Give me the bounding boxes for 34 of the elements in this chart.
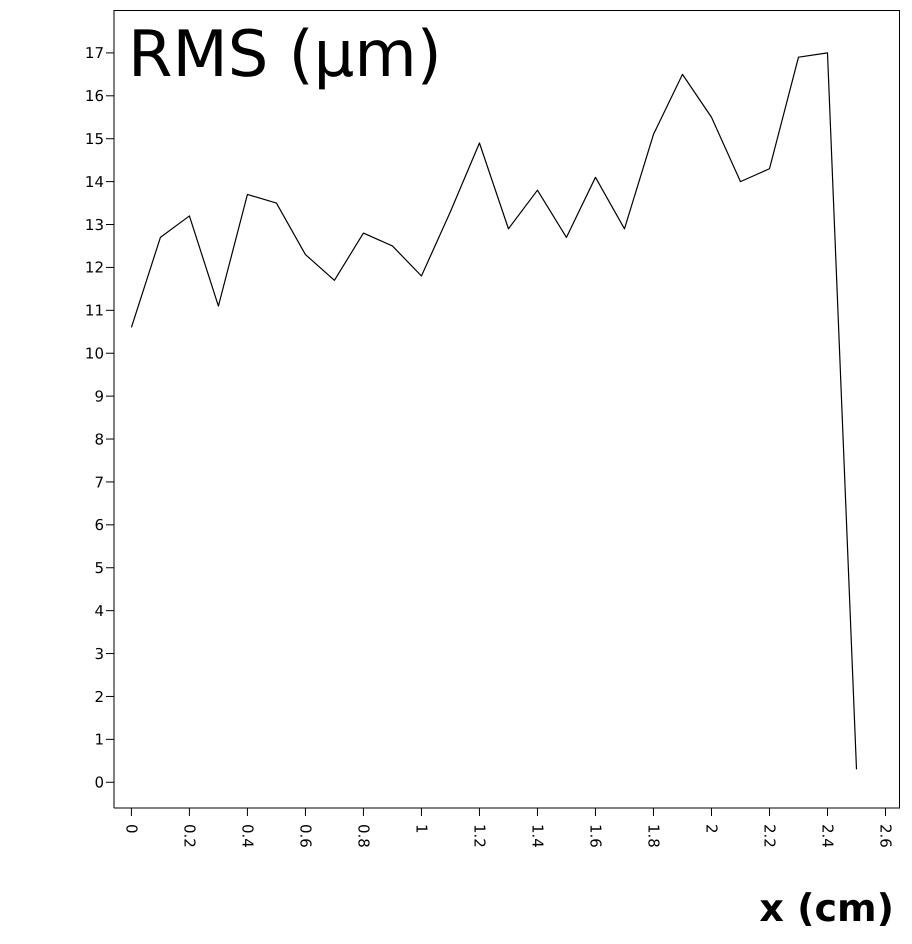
y-tick-label: 9 bbox=[94, 387, 104, 406]
x-tick-label: 1.6 bbox=[586, 824, 604, 848]
x-tick-label: 0.2 bbox=[180, 824, 198, 848]
y-tick-label: 7 bbox=[94, 473, 104, 492]
y-tick-label: 6 bbox=[94, 516, 104, 534]
y-tick-label: 15 bbox=[84, 130, 104, 148]
y-tick-label: 1 bbox=[94, 730, 104, 749]
y-tick-label: 3 bbox=[94, 644, 104, 663]
y-tick-label: 11 bbox=[84, 302, 104, 320]
y-tick-label: 16 bbox=[84, 87, 104, 106]
x-tick-label: 1.8 bbox=[644, 824, 662, 848]
y-tick-label: 13 bbox=[84, 216, 104, 234]
y-tick-label: 2 bbox=[94, 688, 104, 706]
x-tick-label: 2.6 bbox=[876, 824, 894, 848]
y-tick-label: 10 bbox=[84, 344, 104, 363]
chart-title: RMS (μm) bbox=[128, 18, 442, 92]
x-tick-label: 0.6 bbox=[296, 824, 314, 848]
x-tick-label: 2.4 bbox=[818, 824, 836, 848]
y-tick-label: 8 bbox=[94, 430, 104, 448]
x-tick-label: 0.8 bbox=[354, 824, 372, 848]
x-tick-label: 2.2 bbox=[760, 824, 778, 848]
y-tick-label: 14 bbox=[84, 172, 104, 191]
y-tick-label: 5 bbox=[94, 559, 104, 578]
x-tick-label: 1.4 bbox=[528, 824, 546, 848]
x-tick-label: 2 bbox=[702, 824, 720, 834]
x-tick-label: 0 bbox=[122, 824, 140, 834]
x-tick-label: 1.2 bbox=[470, 824, 488, 848]
x-tick-label: 0.4 bbox=[238, 824, 256, 848]
y-tick-label: 12 bbox=[84, 258, 104, 277]
y-tick-label: 0 bbox=[94, 774, 104, 792]
y-tick-label: 4 bbox=[94, 602, 104, 620]
x-axis-title: x (cm) bbox=[759, 886, 894, 930]
y-tick-label: 17 bbox=[84, 44, 104, 62]
x-tick-label: 1 bbox=[412, 824, 430, 834]
